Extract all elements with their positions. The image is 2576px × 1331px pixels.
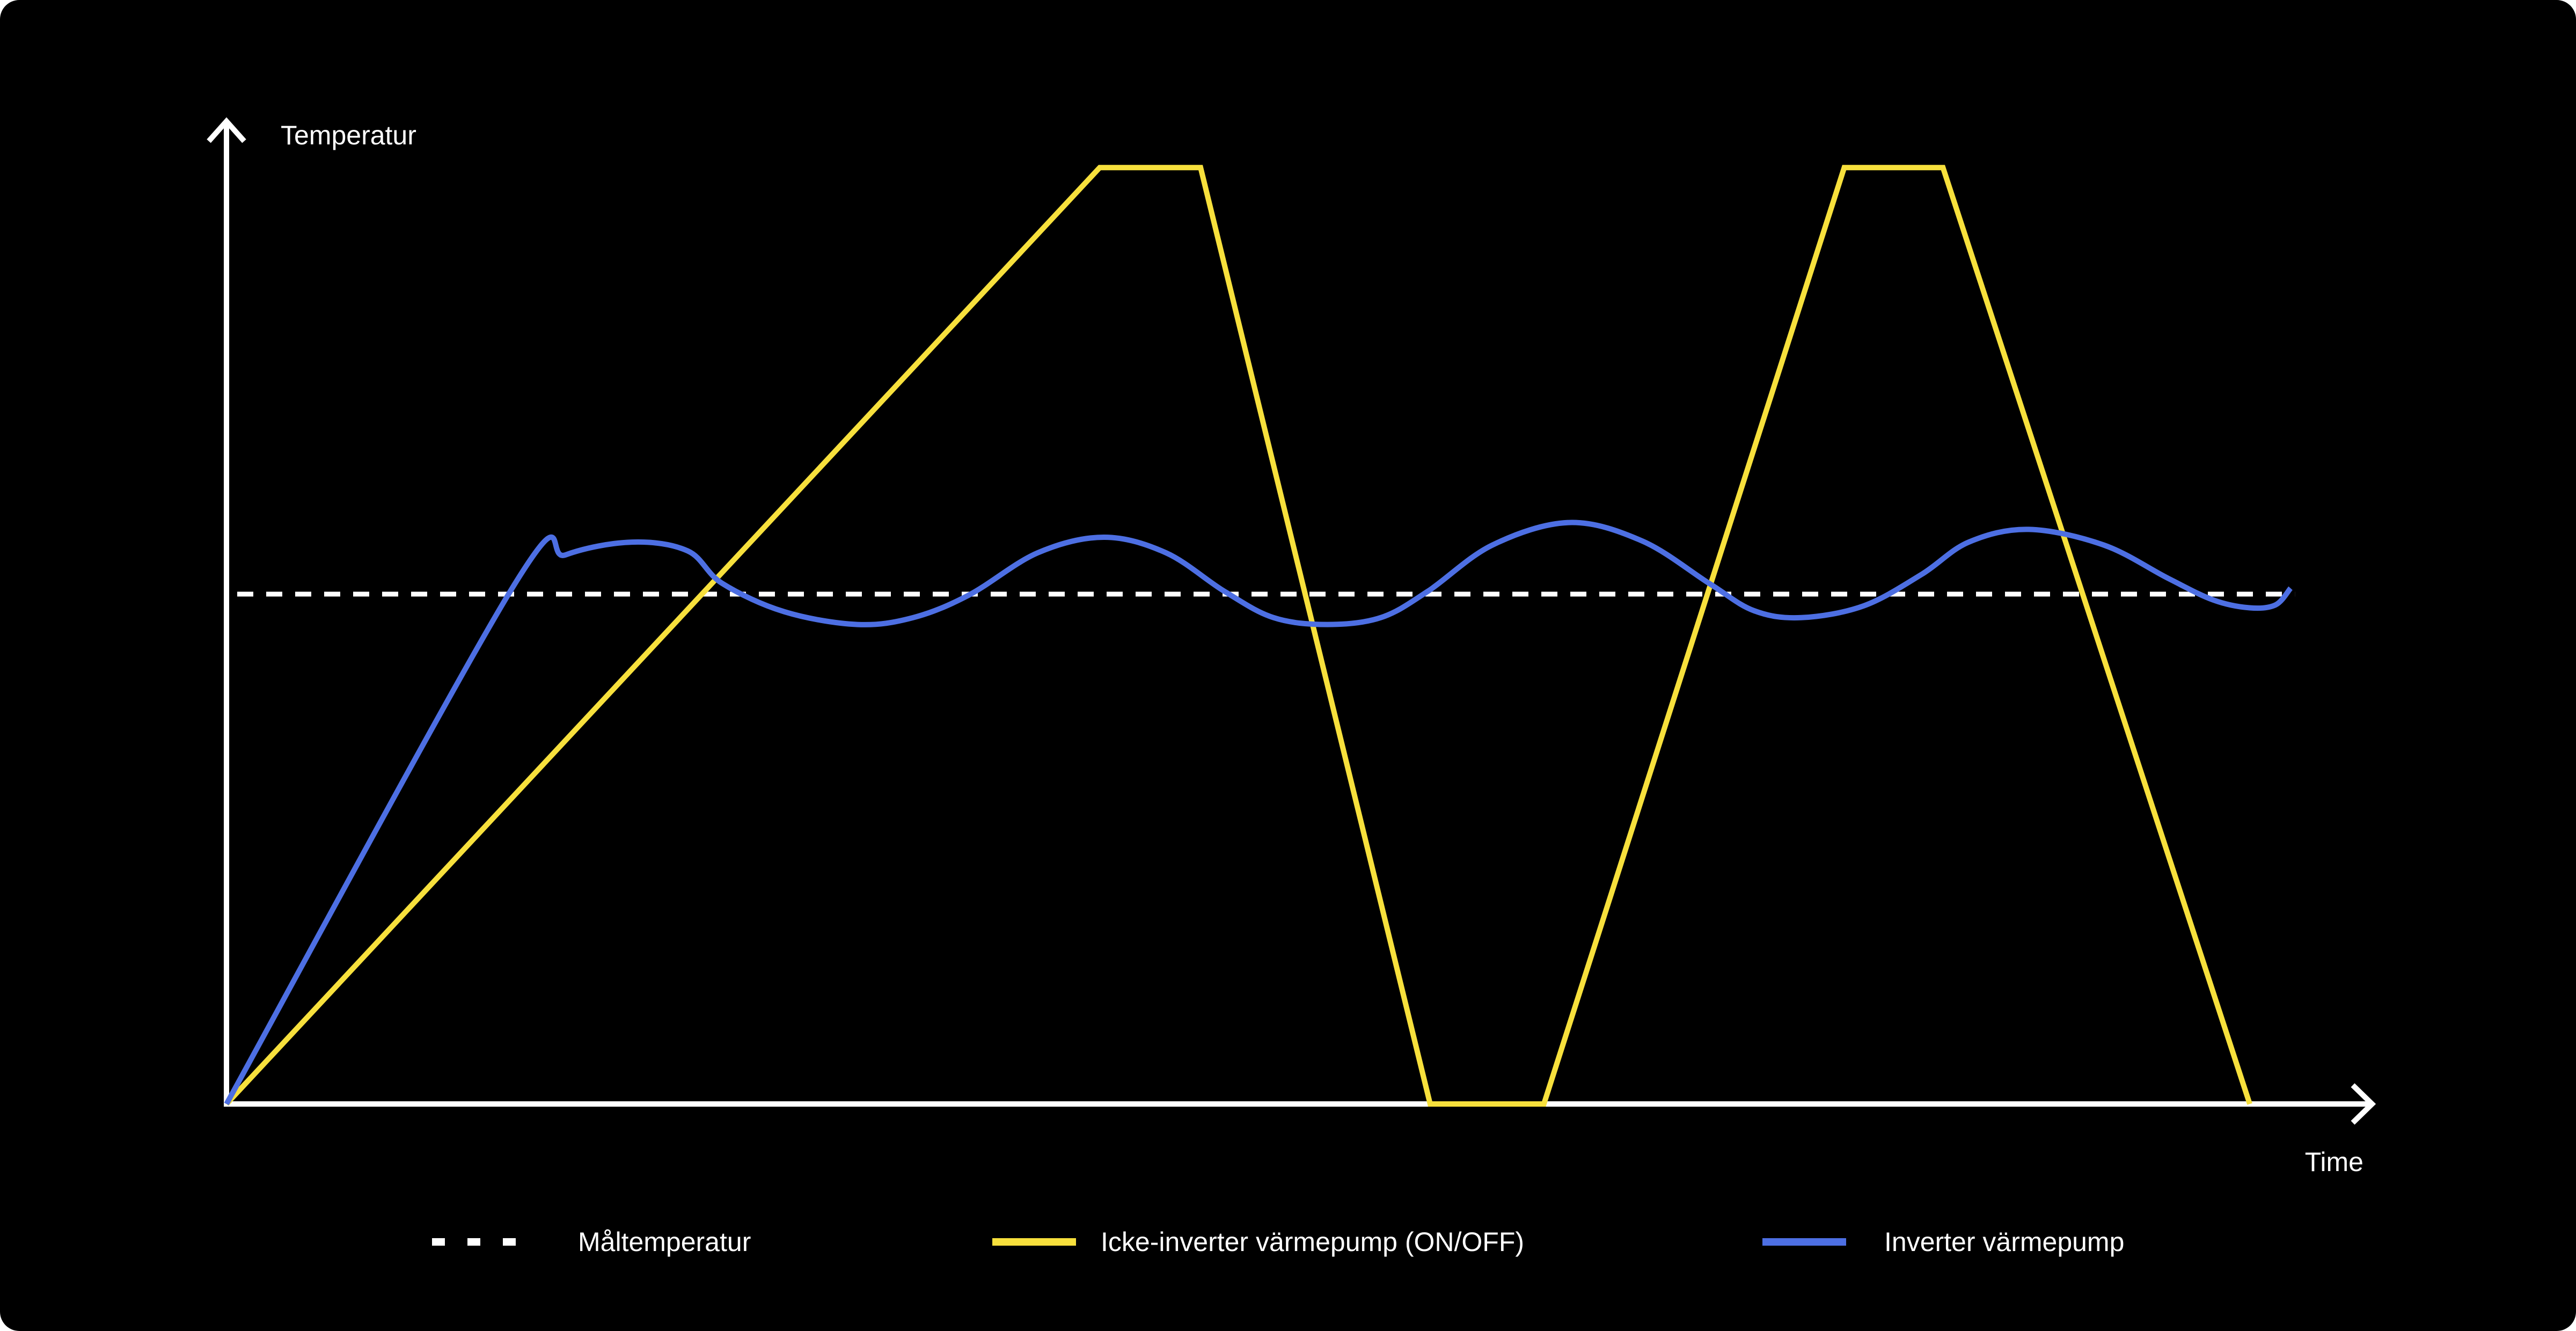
legend-label: Måltemperatur: [578, 1227, 751, 1257]
y-axis-label: Temperatur: [281, 120, 416, 150]
plot-area: [224, 165, 2295, 1107]
legend: Måltemperatur Icke-inverter värmepump (ON…: [432, 1227, 2124, 1257]
x-axis-arrow: [2351, 1083, 2376, 1125]
axes: [207, 117, 2376, 1125]
legend-label: Icke-inverter värmepump (ON/OFF): [1101, 1227, 1524, 1257]
legend-label: Inverter värmepump: [1884, 1227, 2124, 1257]
series-line: [224, 165, 2252, 1107]
x-axis-label: Time: [2305, 1147, 2363, 1177]
y-axis-arrow: [207, 117, 246, 143]
series-line: [224, 520, 2293, 1106]
